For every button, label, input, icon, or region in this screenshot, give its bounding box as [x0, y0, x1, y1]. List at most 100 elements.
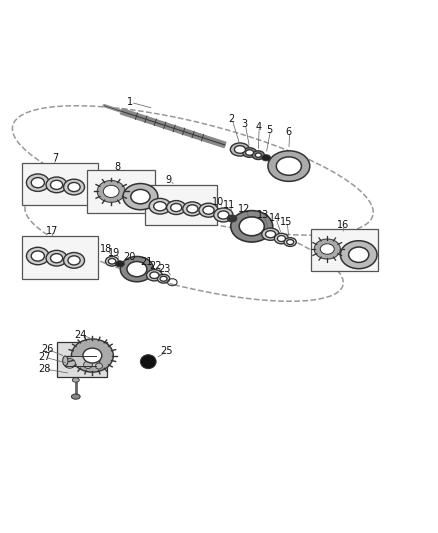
- Ellipse shape: [255, 153, 261, 157]
- Ellipse shape: [230, 143, 250, 156]
- Ellipse shape: [284, 238, 296, 246]
- Ellipse shape: [26, 174, 49, 191]
- Ellipse shape: [131, 189, 150, 204]
- Text: 11: 11: [223, 200, 236, 211]
- Ellipse shape: [95, 363, 102, 369]
- Text: 1: 1: [127, 98, 133, 107]
- Text: 22: 22: [149, 261, 162, 271]
- Ellipse shape: [127, 262, 147, 277]
- Ellipse shape: [262, 228, 279, 240]
- Text: 10: 10: [212, 197, 224, 207]
- Ellipse shape: [243, 148, 257, 157]
- Text: 24: 24: [74, 329, 86, 340]
- Ellipse shape: [262, 155, 271, 161]
- Text: 5: 5: [266, 125, 273, 135]
- Ellipse shape: [97, 181, 125, 203]
- Ellipse shape: [154, 201, 166, 211]
- Ellipse shape: [171, 204, 182, 212]
- Bar: [87, 171, 155, 213]
- Ellipse shape: [157, 274, 170, 283]
- Ellipse shape: [147, 270, 162, 281]
- Ellipse shape: [50, 254, 63, 263]
- Ellipse shape: [286, 239, 294, 245]
- Ellipse shape: [349, 247, 369, 262]
- Ellipse shape: [340, 241, 377, 269]
- Ellipse shape: [72, 378, 79, 382]
- Ellipse shape: [231, 211, 273, 242]
- Ellipse shape: [166, 200, 186, 215]
- Ellipse shape: [234, 146, 246, 154]
- Ellipse shape: [218, 211, 229, 219]
- Bar: [145, 185, 217, 224]
- Ellipse shape: [116, 261, 124, 267]
- Text: 2: 2: [228, 115, 234, 124]
- Ellipse shape: [320, 244, 334, 254]
- Ellipse shape: [199, 203, 218, 217]
- Ellipse shape: [64, 253, 85, 268]
- Ellipse shape: [64, 359, 75, 368]
- Text: 9: 9: [166, 175, 172, 185]
- Ellipse shape: [203, 206, 214, 214]
- Ellipse shape: [68, 182, 80, 191]
- Ellipse shape: [50, 180, 63, 189]
- Ellipse shape: [92, 356, 100, 366]
- Ellipse shape: [84, 361, 92, 368]
- Text: 27: 27: [38, 352, 51, 362]
- Ellipse shape: [68, 256, 80, 265]
- Ellipse shape: [31, 177, 44, 188]
- Ellipse shape: [63, 356, 68, 366]
- Text: 8: 8: [114, 162, 120, 172]
- Ellipse shape: [252, 151, 265, 159]
- Text: 16: 16: [337, 220, 349, 230]
- Text: 18: 18: [100, 244, 113, 254]
- Text: 13: 13: [257, 209, 269, 220]
- Text: 19: 19: [108, 247, 120, 257]
- Ellipse shape: [106, 256, 119, 266]
- Ellipse shape: [46, 251, 67, 266]
- Ellipse shape: [227, 215, 237, 222]
- Ellipse shape: [150, 272, 159, 279]
- Text: 26: 26: [41, 344, 53, 354]
- Text: 28: 28: [38, 364, 50, 374]
- Text: 14: 14: [269, 213, 281, 223]
- Ellipse shape: [64, 179, 85, 195]
- Text: 15: 15: [280, 216, 293, 227]
- Ellipse shape: [265, 231, 276, 238]
- Ellipse shape: [103, 185, 119, 198]
- Bar: [21, 163, 98, 205]
- Ellipse shape: [314, 239, 340, 259]
- Ellipse shape: [83, 348, 102, 363]
- Ellipse shape: [239, 217, 264, 236]
- Text: 3: 3: [241, 119, 247, 129]
- Ellipse shape: [268, 151, 310, 181]
- Ellipse shape: [46, 177, 67, 193]
- Text: 25: 25: [160, 346, 173, 356]
- Ellipse shape: [214, 208, 233, 222]
- Text: 7: 7: [52, 153, 58, 163]
- Ellipse shape: [123, 183, 158, 210]
- Bar: [57, 342, 107, 376]
- Ellipse shape: [71, 339, 113, 372]
- Ellipse shape: [108, 259, 116, 264]
- Ellipse shape: [26, 247, 49, 265]
- Ellipse shape: [276, 157, 301, 175]
- Ellipse shape: [31, 251, 44, 261]
- Text: 23: 23: [159, 264, 171, 274]
- Text: 21: 21: [140, 257, 153, 267]
- Ellipse shape: [275, 233, 288, 244]
- Ellipse shape: [141, 354, 156, 369]
- Text: 6: 6: [286, 127, 292, 137]
- Ellipse shape: [120, 256, 153, 282]
- Ellipse shape: [246, 150, 254, 155]
- Bar: [21, 236, 98, 279]
- Ellipse shape: [160, 276, 167, 281]
- Ellipse shape: [187, 205, 198, 213]
- Bar: [65, 356, 96, 366]
- Ellipse shape: [277, 236, 286, 241]
- Ellipse shape: [183, 202, 202, 216]
- Text: 20: 20: [123, 252, 135, 262]
- Bar: [311, 229, 378, 271]
- Text: 12: 12: [238, 204, 251, 214]
- Ellipse shape: [149, 198, 171, 214]
- Text: 4: 4: [255, 122, 261, 132]
